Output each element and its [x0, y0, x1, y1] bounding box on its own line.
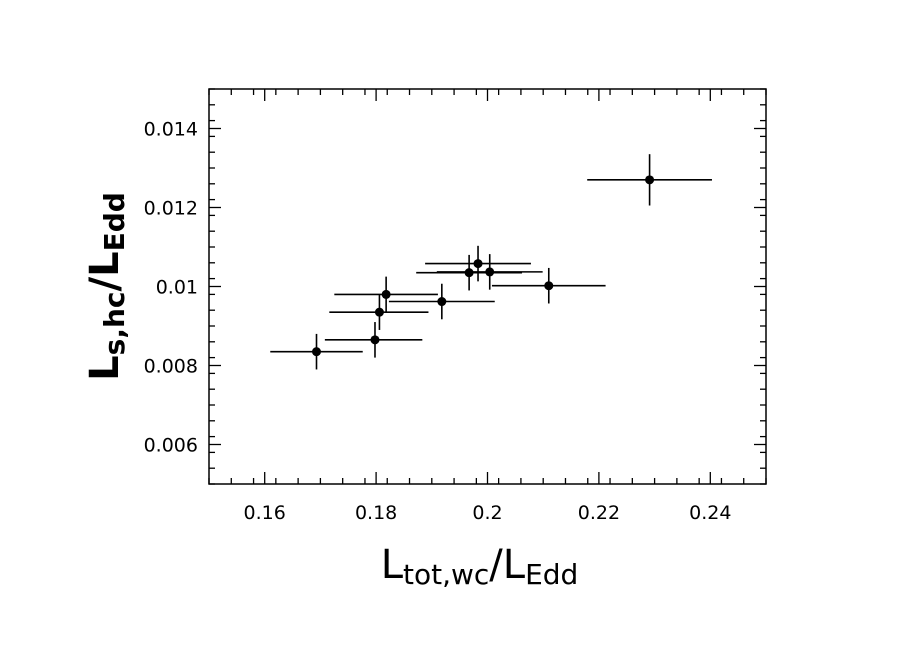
y-tick-label: 0.008: [144, 356, 198, 378]
data-point: [370, 335, 380, 345]
y-axis-label-sep: /: [82, 276, 128, 291]
data-point: [312, 347, 322, 357]
x-tick-labels: 0.16 0.18 0.2 0.22 0.24: [244, 502, 732, 524]
major-ticks: [209, 89, 766, 484]
x-axis-label-sub2: Edd: [525, 558, 578, 591]
data-point: [645, 175, 655, 185]
x-tick-label: 0.22: [578, 502, 620, 524]
y-axis-label-sub2: Edd: [98, 192, 131, 251]
x-axis-label-sep: /: [489, 542, 503, 588]
x-tick-label: 0.24: [689, 502, 731, 524]
x-tick-label: 0.16: [244, 502, 286, 524]
error-bars: [270, 154, 712, 370]
data-point: [437, 297, 447, 307]
plot-frame: [208, 88, 767, 485]
y-tick-label: 0.012: [144, 198, 198, 220]
y-axis-label-sub: s,hc: [98, 291, 131, 355]
x-axis-label-main: L: [381, 542, 404, 588]
data-point: [381, 289, 391, 299]
minor-ticks: [208, 88, 767, 485]
x-tick-label: 0.2: [472, 502, 502, 524]
y-axis-label-main2: L: [82, 251, 128, 277]
data-point: [374, 307, 384, 317]
y-tick-label: 0.01: [156, 277, 198, 299]
x-tick-label: 0.18: [355, 502, 397, 524]
data-point: [485, 267, 495, 277]
data-point: [464, 268, 474, 278]
y-tick-labels: 0.006 0.008 0.01 0.012 0.014: [144, 119, 198, 457]
data-points: [312, 175, 655, 357]
data-point: [473, 259, 483, 269]
data-point: [544, 281, 554, 291]
y-axis-label-main: L: [82, 355, 128, 381]
y-tick-label: 0.014: [144, 119, 198, 141]
x-axis-label-sub: tot,wc: [403, 558, 489, 591]
x-axis-label: Ltot,wc/LEdd: [381, 542, 579, 591]
x-axis-label-main2: L: [503, 542, 526, 588]
y-axis-label: Ls,hc/LEdd: [82, 192, 131, 381]
y-tick-label: 0.006: [144, 435, 198, 457]
